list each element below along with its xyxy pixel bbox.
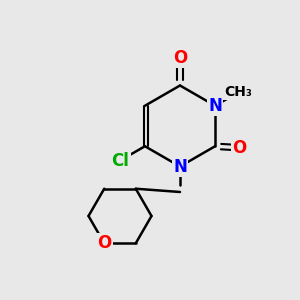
Text: O: O <box>173 49 187 67</box>
Text: O: O <box>232 139 247 157</box>
Text: CH₃: CH₃ <box>224 85 252 99</box>
Text: N: N <box>173 158 187 175</box>
Text: Cl: Cl <box>111 152 129 169</box>
Text: O: O <box>97 234 111 252</box>
Text: N: N <box>208 97 222 115</box>
